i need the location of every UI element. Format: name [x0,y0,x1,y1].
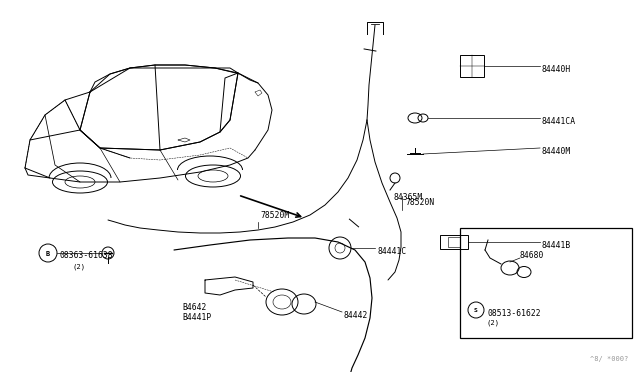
Text: 08363-61638: 08363-61638 [60,251,114,260]
Text: ^8/ *000?: ^8/ *000? [589,356,628,362]
Text: 78520N: 78520N [405,198,435,207]
Text: 84441CA: 84441CA [542,116,576,125]
Bar [460,228,632,338]
Text: B4642: B4642 [182,304,206,312]
Bar [460,55,484,77]
Text: B: B [46,251,50,257]
Bar [448,237,460,247]
Text: 84441C: 84441C [377,247,406,256]
Text: 84680: 84680 [520,251,545,260]
Text: 84441B: 84441B [542,241,572,250]
Text: 84365M: 84365M [393,193,422,202]
Text: (2): (2) [72,264,85,270]
Bar [440,235,468,249]
Text: 78520M: 78520M [260,211,289,220]
Text: (2): (2) [487,320,500,326]
Text: 84442: 84442 [344,311,369,320]
Text: S: S [474,308,478,314]
Text: 08513-61622: 08513-61622 [487,308,541,317]
Text: 84440H: 84440H [542,64,572,74]
Text: B4441P: B4441P [182,314,211,323]
Text: 84440M: 84440M [542,147,572,155]
